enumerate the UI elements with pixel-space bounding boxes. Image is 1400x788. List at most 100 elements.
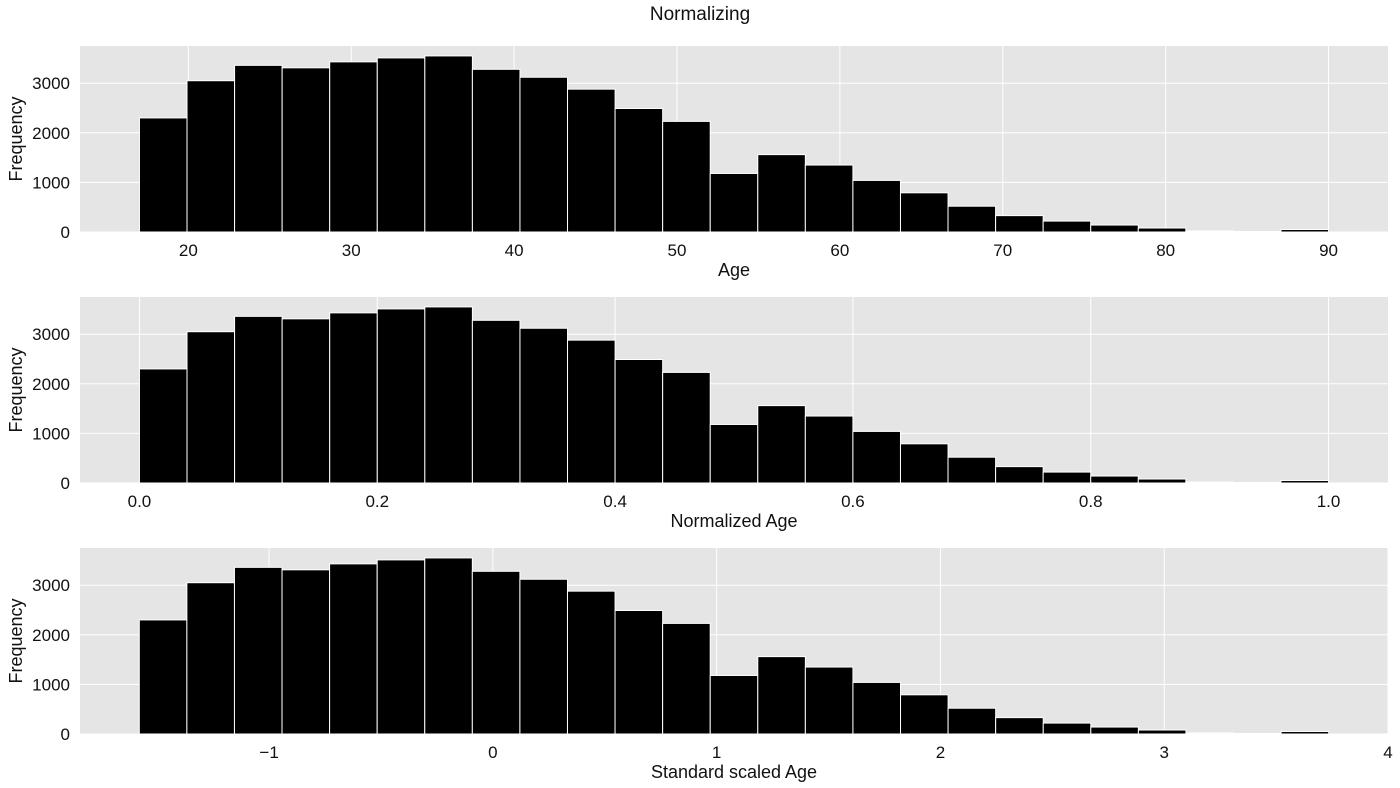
histogram-bar [709, 172, 759, 233]
y-axis-label: Frequency [6, 598, 26, 683]
histogram-bar [900, 694, 949, 735]
x-tick-label: 0.4 [603, 492, 627, 511]
x-tick-label: −1 [259, 743, 278, 762]
histogram-bar [329, 563, 378, 735]
histogram-bar [567, 339, 616, 484]
x-tick-label: 90 [1319, 241, 1338, 260]
histogram-bar [234, 64, 283, 233]
histogram-bar [329, 61, 378, 233]
histogram-bar [995, 717, 1044, 735]
histogram-panel-3: −1 0 1 2 3 4 0 1000 2000 3000 Standard scaled Age F… [6, 548, 1393, 782]
x-tick-label: 1.0 [1317, 492, 1341, 511]
histogram-bar [138, 619, 188, 735]
y-tick-label: 2000 [32, 375, 70, 394]
histogram-bar [1137, 729, 1187, 735]
x-tick-label: 80 [1156, 241, 1175, 260]
histogram-bar [709, 423, 759, 484]
histogram-bar [376, 559, 426, 735]
x-tick-label: 0 [488, 743, 497, 762]
histogram-bar [1280, 731, 1330, 735]
x-tick-label: 70 [993, 241, 1012, 260]
histogram-bar [519, 76, 569, 233]
y-tick-label: 1000 [32, 424, 70, 443]
x-axis-label: Standard scaled Age [651, 762, 817, 782]
histogram-bar [1042, 722, 1092, 735]
y-tick-label: 3000 [32, 325, 70, 344]
histogram-bar [329, 312, 378, 484]
histogram-bar [424, 306, 473, 484]
histogram-bar [1185, 481, 1234, 484]
histogram-bar [376, 308, 426, 484]
histogram-bar [662, 622, 711, 735]
histogram-bar [1137, 227, 1187, 233]
histogram-bar [1090, 224, 1139, 233]
histogram-bar [852, 430, 901, 484]
x-tick-label: 40 [505, 241, 524, 260]
x-tick-label: 0.2 [365, 492, 389, 511]
histogram-bar [424, 55, 473, 233]
histogram-bar [852, 681, 902, 735]
histogram-bar [1042, 220, 1092, 233]
histogram-bar [899, 192, 949, 233]
histogram-bar [995, 466, 1044, 484]
x-axis-label: Normalized Age [670, 511, 797, 531]
histogram-bar [757, 405, 806, 484]
y-tick-label: 0 [61, 474, 70, 493]
histogram-bar [234, 315, 283, 484]
y-tick-label: 2000 [32, 124, 70, 143]
histogram-bar [471, 319, 521, 484]
histogram-bar [424, 557, 473, 735]
x-axis-label: Age [718, 260, 750, 280]
y-tick-label: 3000 [32, 576, 70, 595]
histogram-bar [281, 569, 331, 735]
histogram-bar [614, 358, 664, 484]
x-tick-label: 3 [1159, 743, 1168, 762]
x-tick-label: 0.8 [1079, 492, 1103, 511]
histogram-bar [186, 582, 235, 735]
y-axis-label: Frequency [6, 347, 26, 432]
histogram-bar [804, 164, 854, 233]
histogram-bar [614, 107, 664, 233]
histogram-bar [1280, 480, 1330, 484]
histogram-bar [662, 371, 711, 484]
histogram-bar [757, 656, 806, 735]
histogram-bar [567, 88, 616, 233]
histogram-bar [614, 609, 664, 735]
histogram-bar [566, 590, 616, 735]
histogram-bar [281, 318, 331, 484]
histogram-bar [1137, 478, 1187, 484]
histogram-bar [899, 443, 949, 484]
histogram-bar [376, 57, 426, 233]
histogram-bar [138, 117, 188, 233]
y-axis-label: Frequency [6, 96, 26, 181]
histogram-bar [1042, 471, 1092, 484]
x-tick-label: 1 [712, 743, 721, 762]
x-tick-label: 30 [342, 241, 361, 260]
histogram-panel-2: 0.0 0.2 0.4 0.6 0.8 1.0 0 1000 2000 3000 Normalize… [6, 297, 1388, 531]
histogram-bar [471, 570, 521, 735]
histogram-bar [233, 566, 283, 735]
histogram-bar [852, 179, 901, 233]
y-tick-label: 1000 [32, 173, 70, 192]
histogram-bar [757, 154, 806, 233]
histogram-bar [995, 215, 1044, 233]
histogram-bar [186, 80, 236, 233]
x-tick-label: 4 [1383, 743, 1392, 762]
histogram-bar [804, 415, 854, 484]
y-tick-label: 2000 [32, 626, 70, 645]
histogram-bar [186, 331, 236, 484]
histogram-bar [947, 456, 997, 484]
figure-title: Normalizing [649, 4, 751, 25]
x-tick-label: 60 [830, 241, 849, 260]
histogram-bar [519, 327, 569, 484]
y-tick-label: 0 [61, 725, 70, 744]
x-tick-label: 0.0 [128, 492, 152, 511]
histogram-bar [1090, 475, 1139, 484]
histogram-bar [1280, 229, 1330, 233]
histogram-bar [662, 120, 711, 233]
x-tick-label: 0.6 [841, 492, 865, 511]
x-tick-label: 20 [179, 241, 198, 260]
histogram-bar [281, 67, 331, 233]
x-tick-label: 50 [668, 241, 687, 260]
